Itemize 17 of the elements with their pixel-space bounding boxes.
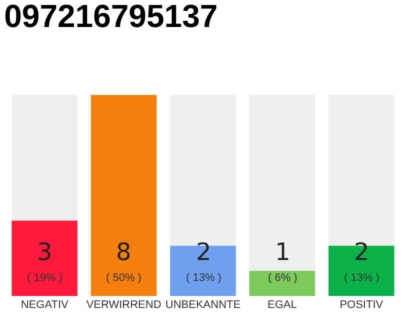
x-tick-label: UNBEKANNTE: [165, 299, 241, 311]
x-tick-label: POSITIV: [340, 299, 384, 311]
annotation: ( 13% ): [344, 272, 380, 284]
x-tick-label: EGAL: [268, 299, 297, 311]
data-label: 8: [116, 238, 132, 266]
x-tick-label: VERWIRREND: [86, 299, 162, 311]
annotation: ( 50% ): [106, 272, 142, 284]
data-label: 1: [275, 238, 290, 266]
annotation: ( 19% ): [27, 272, 62, 284]
annotation: ( 6% ): [268, 272, 298, 284]
chart-title: 097216795137: [4, 0, 218, 34]
data-label: 3: [37, 238, 52, 266]
bar: [249, 270, 316, 296]
data-label: 2: [354, 238, 370, 266]
x-tick-label: NEGATIV: [20, 299, 69, 311]
data-label: 2: [196, 238, 212, 266]
annotation: ( 13% ): [186, 272, 222, 284]
